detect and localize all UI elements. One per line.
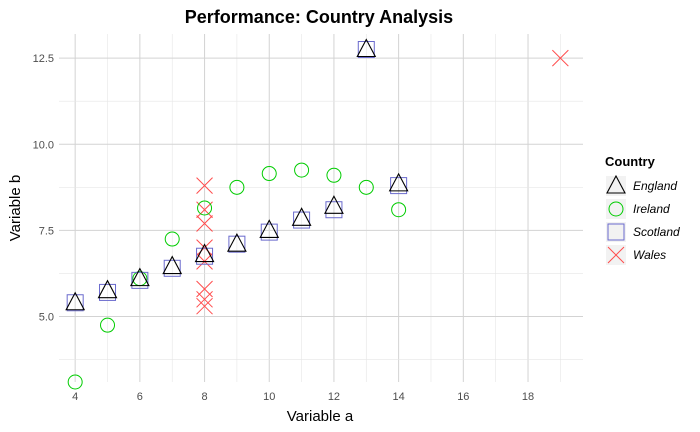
data-point-ireland — [358, 179, 374, 195]
data-point-england — [291, 207, 312, 226]
y-tick-label: 7.5 — [39, 225, 54, 237]
x-tick-label: 6 — [137, 391, 143, 403]
x-tick-label: 16 — [457, 391, 469, 403]
x-tick-label: 12 — [328, 391, 340, 403]
data-point-ireland — [326, 167, 342, 183]
data-point-wales — [552, 49, 569, 67]
legend-key-bg — [606, 222, 626, 242]
data-point-scotland — [163, 259, 181, 277]
data-point-scotland — [228, 235, 246, 253]
data-point-scotland — [66, 294, 84, 312]
data-point-wales — [196, 239, 213, 256]
y-tick-label: 12.5 — [33, 53, 54, 65]
data-point-wales — [196, 177, 213, 194]
data-point-wales — [196, 297, 213, 315]
data-point-scotland — [325, 201, 343, 219]
x-tick-label: 10 — [263, 391, 275, 403]
legend: Country England Ireland Scotland Wales — [605, 154, 680, 265]
legend-key-bg — [606, 176, 626, 196]
legend-key-scotland — [607, 223, 625, 241]
data-point-england — [162, 255, 183, 275]
x-axis-ticks: 4 6 8 10 12 14 16 18 — [72, 391, 534, 403]
data-point-england — [194, 243, 215, 263]
y-tick-label: 10.0 — [33, 139, 54, 151]
chart-title: Performance: Country Analysis — [185, 7, 453, 27]
legend-key-england — [606, 174, 626, 194]
data-point-england — [324, 195, 344, 214]
data-point-scotland — [390, 177, 408, 195]
data-point-wales — [196, 201, 213, 219]
y-tick-label: 5.0 — [39, 312, 54, 324]
data-point-england — [356, 38, 377, 58]
data-point-ireland — [229, 179, 245, 195]
data-point-ireland — [261, 166, 277, 182]
legend-key-wales — [607, 246, 625, 264]
x-tick-label: 18 — [522, 391, 534, 403]
x-tick-label: 8 — [201, 391, 207, 403]
data-point-scotland — [260, 223, 278, 241]
y-axis-ticks: 5.0 7.5 10.0 12.5 — [33, 53, 54, 323]
legend-label-scotland: Scotland — [633, 225, 680, 239]
y-axis-title: Variable b — [7, 175, 24, 241]
data-point-england — [259, 219, 280, 238]
legend-label-ireland: Ireland — [633, 202, 670, 216]
data-point-ireland — [391, 202, 407, 218]
legend-label-wales: Wales — [633, 248, 666, 262]
data-point-england — [388, 172, 409, 192]
data-point-ireland — [67, 374, 83, 390]
data-point-england — [97, 279, 118, 299]
data-point-scotland — [357, 41, 375, 59]
data-point-wales — [196, 290, 213, 308]
legend-key-ireland — [608, 201, 624, 217]
data-point-scotland — [131, 271, 149, 289]
x-tick-label: 4 — [72, 391, 78, 403]
data-point-wales — [196, 215, 213, 232]
data-point-england — [65, 291, 86, 311]
x-tick-label: 14 — [393, 391, 405, 403]
data-point-scotland — [196, 247, 214, 265]
data-point-scotland — [293, 211, 311, 229]
x-axis-title: Variable a — [287, 408, 354, 425]
data-point-scotland — [99, 283, 117, 301]
data-point-england — [226, 233, 247, 252]
data-point-ireland — [197, 200, 213, 216]
grid — [59, 34, 583, 382]
data-point-ireland — [100, 317, 116, 333]
data-points — [65, 38, 569, 390]
data-point-ireland — [164, 231, 180, 247]
data-point-england — [129, 267, 150, 287]
legend-label-england: England — [633, 179, 677, 193]
legend-title: Country — [605, 154, 656, 169]
data-point-ireland — [294, 162, 310, 178]
